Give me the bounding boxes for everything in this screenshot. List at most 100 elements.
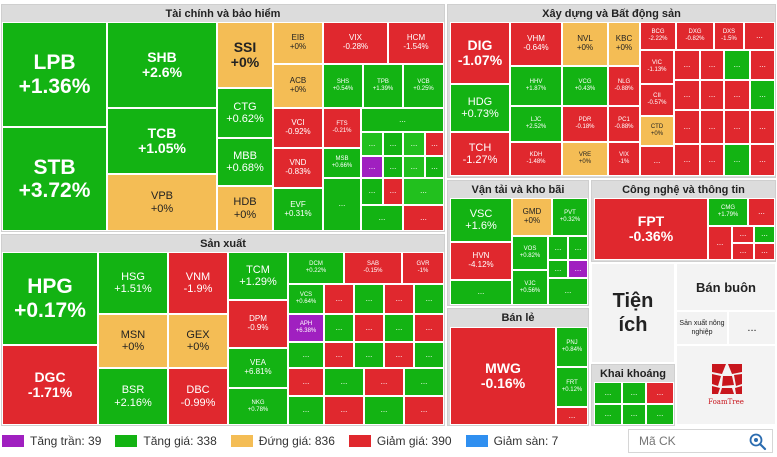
tile-ljc[interactable]: LJC +2.52% — [510, 106, 562, 142]
tile-more[interactable]: ... — [414, 284, 444, 314]
tile-more[interactable]: ... — [361, 178, 383, 205]
tile-hcm[interactable]: HCM -1.54% — [388, 22, 444, 64]
tile-vix[interactable]: VIX -0.28% — [323, 22, 388, 64]
tile-dig[interactable]: DIG -1.07% — [450, 22, 510, 84]
tile-more[interactable]: ... — [383, 178, 403, 205]
tile-gvr[interactable]: GVR -1% — [402, 252, 444, 284]
tile-dgc[interactable]: DGC -1.71% — [2, 345, 98, 425]
tile-shb[interactable]: SHB +2.6% — [107, 22, 217, 108]
tile-more[interactable]: ... — [425, 132, 444, 156]
tile-dbc[interactable]: DBC -0.99% — [168, 368, 228, 425]
tile-more[interactable]: ... — [450, 280, 512, 305]
tile-more[interactable]: ... — [323, 178, 361, 231]
tile-more[interactable]: ... — [354, 342, 384, 368]
tile-evf[interactable]: EVF +0.31% — [273, 188, 323, 231]
tile-eib[interactable]: EIB +0% — [273, 22, 323, 64]
tile-dxg[interactable]: DXG -0.82% — [676, 22, 714, 50]
tile-more[interactable]: ... — [556, 407, 588, 425]
tile-more[interactable]: ... — [640, 146, 674, 176]
tile-kdh[interactable]: KDH -1.48% — [510, 142, 562, 176]
tile-vcg[interactable]: VCG +0.43% — [562, 66, 608, 106]
tile-vea[interactable]: VEA +6.81% — [228, 348, 288, 388]
tile-more[interactable]: ... — [568, 260, 588, 278]
tile-more[interactable]: ... — [324, 368, 364, 396]
tile-more[interactable]: ... — [364, 368, 404, 396]
tile-more[interactable]: ... — [384, 342, 414, 368]
tile-pdr[interactable]: PDR -0.18% — [562, 106, 608, 142]
tile-more[interactable]: ... — [674, 80, 700, 110]
tile-vjc[interactable]: VJC +0.56% — [512, 270, 548, 305]
tile-tch[interactable]: TCH -1.27% — [450, 132, 510, 176]
tile-msn[interactable]: MSN +0% — [98, 314, 168, 368]
tile-more[interactable]: ... — [724, 110, 750, 144]
tile-more[interactable]: ... — [700, 110, 724, 144]
tile-more[interactable]: ... — [568, 236, 588, 260]
tile-more[interactable]: ... — [700, 144, 724, 176]
tile-more[interactable]: ... — [354, 314, 384, 342]
section-agri[interactable]: Sản xuất nông nghiệp — [676, 311, 728, 345]
tile-stb[interactable]: STB +3.72% — [2, 127, 107, 231]
tile-more[interactable]: ... — [724, 50, 750, 80]
tile-hpg[interactable]: HPG +0.17% — [2, 252, 98, 345]
tile-mbb[interactable]: MBB +0.68% — [217, 138, 273, 186]
tile-more[interactable]: ... — [324, 314, 354, 342]
tile-more[interactable]: ... — [700, 50, 724, 80]
tile-more[interactable]: ... — [361, 132, 383, 156]
tile-ssi[interactable]: SSI +0% — [217, 22, 273, 88]
tile-more[interactable]: ... — [724, 80, 750, 110]
tile-msb[interactable]: MSB +0.66% — [323, 148, 361, 178]
tile-vpb[interactable]: VPB +0% — [107, 174, 217, 231]
tile-vic[interactable]: VIC -1.13% — [640, 50, 674, 84]
tile-more[interactable]: ... — [548, 260, 568, 278]
section-wholesale[interactable]: Bán buôn — [676, 263, 776, 311]
tile-ctg[interactable]: CTG +0.62% — [217, 88, 273, 138]
tile-more[interactable]: ... — [674, 50, 700, 80]
tile-dpm[interactable]: DPM -0.9% — [228, 300, 288, 348]
tile-more[interactable]: ... — [384, 314, 414, 342]
tile-tcm[interactable]: TCM +1.29% — [228, 252, 288, 300]
tile-more[interactable]: ... — [404, 368, 444, 396]
tile-more[interactable]: ... — [414, 342, 444, 368]
tile-vci[interactable]: VCI -0.92% — [273, 108, 323, 148]
tile-more[interactable]: ... — [700, 80, 724, 110]
search-settings-icon[interactable] — [748, 432, 768, 452]
tile-pc1[interactable]: PC1 -0.88% — [608, 106, 640, 142]
tile-more[interactable]: ... — [288, 342, 324, 368]
tile-nvl[interactable]: NVL +0% — [562, 22, 608, 66]
tile-acb[interactable]: ACB +0% — [273, 64, 323, 108]
tile-nlg[interactable]: NLG -0.88% — [608, 66, 640, 106]
tile-more[interactable]: ... — [674, 144, 700, 176]
tile-vhm[interactable]: VHM -0.64% — [510, 22, 562, 66]
tile-more[interactable]: ... — [425, 156, 444, 178]
tile-more[interactable]: ... — [403, 156, 425, 178]
tile-more[interactable]: ... — [383, 156, 403, 178]
tile-more[interactable]: ... — [383, 132, 403, 156]
tile-shs[interactable]: SHS +0.54% — [323, 64, 363, 108]
tile-more[interactable]: ... — [361, 156, 383, 178]
tile-more[interactable]: ... — [748, 198, 775, 226]
tile-dxs[interactable]: DXS -1.5% — [714, 22, 744, 50]
tile-more[interactable]: ... — [646, 382, 674, 404]
tile-more[interactable]: ... — [646, 404, 674, 425]
tile-vos[interactable]: VOS +0.82% — [512, 236, 548, 270]
tile-more[interactable]: ... — [594, 382, 622, 404]
tile-more[interactable]: ... — [622, 404, 646, 425]
tile-gmd[interactable]: GMD +0% — [512, 198, 552, 236]
legend-item-down[interactable]: Giảm giá: 390 — [348, 434, 452, 448]
tile-pnj[interactable]: PNJ +0.84% — [556, 327, 588, 367]
tile-pvt[interactable]: PVT +0.32% — [552, 198, 588, 236]
tile-more[interactable]: ... — [750, 110, 775, 144]
tile-hdg[interactable]: HDG +0.73% — [450, 84, 510, 132]
tile-tpb[interactable]: TPB +1.39% — [363, 64, 403, 108]
tile-more[interactable]: ... — [403, 205, 444, 231]
tile-more[interactable]: ... — [384, 284, 414, 314]
tile-hvn[interactable]: HVN -4.12% — [450, 242, 512, 280]
tile-more[interactable]: ... — [754, 226, 775, 243]
legend-item-ceiling[interactable]: Tăng trần: 39 — [2, 434, 101, 448]
tile-vnm[interactable]: VNM -1.9% — [168, 252, 228, 314]
tile-more[interactable]: ... — [288, 396, 324, 425]
tile-sab[interactable]: SAB -0.15% — [344, 252, 402, 284]
tile-more[interactable]: ... — [324, 396, 364, 425]
tile-more[interactable]: ... — [724, 144, 750, 176]
tile-vsc[interactable]: VSC +1.6% — [450, 198, 512, 242]
